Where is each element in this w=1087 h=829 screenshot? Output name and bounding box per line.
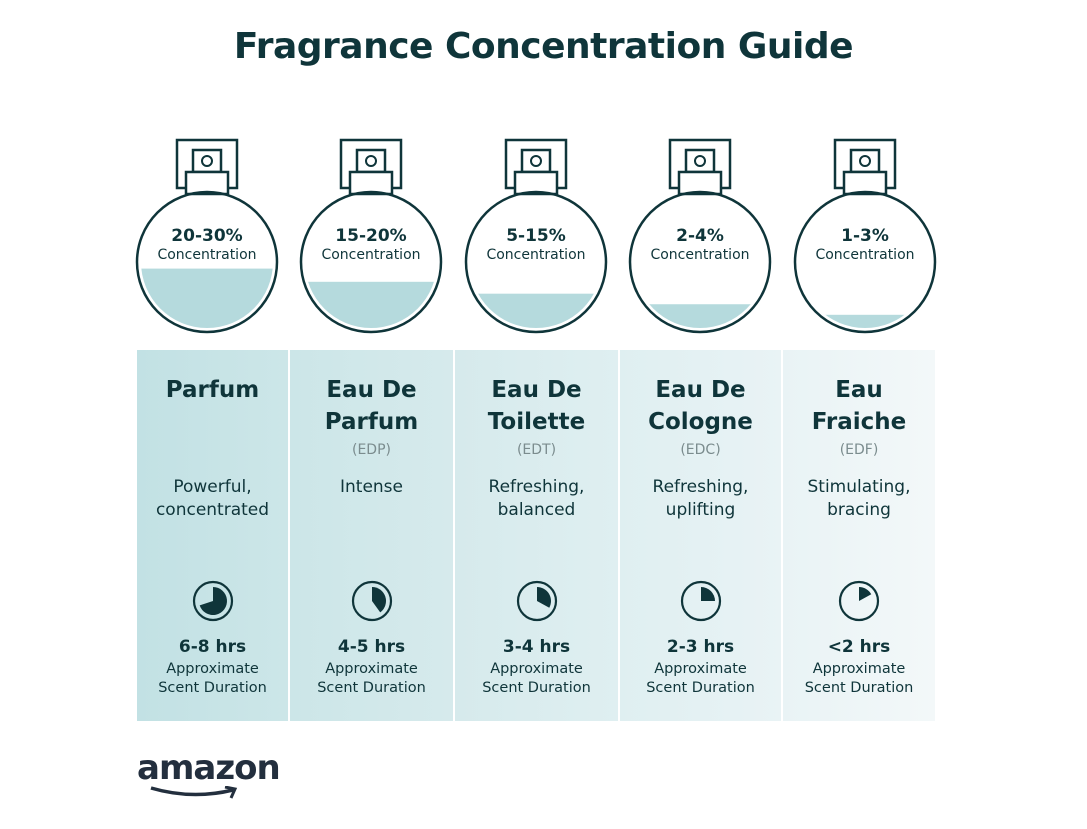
nozzle bbox=[520, 148, 552, 174]
scent-duration: 3-4 hrs bbox=[502, 637, 571, 657]
concentration-value: 5-15% bbox=[506, 226, 566, 246]
duration-label: Approximate Scent Duration bbox=[646, 661, 755, 696]
bottles-illustration: 20-30%Concentration15-20%Concentration5-… bbox=[135, 138, 937, 334]
concentration-label: Concentration bbox=[650, 247, 749, 263]
bottle-neck bbox=[677, 170, 723, 196]
scent-duration: 6-8 hrs bbox=[178, 637, 247, 657]
perfume-bottle: 2-4%Concentration bbox=[628, 138, 772, 334]
perfume-bottle: 5-15%Concentration bbox=[464, 138, 608, 334]
scent-duration: 2-3 hrs bbox=[666, 637, 735, 657]
fragrance-name: Parfum bbox=[165, 377, 260, 403]
fragrance-abbr: (EDC) bbox=[680, 442, 721, 458]
clock-icon bbox=[516, 580, 557, 622]
fragrance-description: Intense bbox=[339, 477, 403, 497]
duration-label: Approximate Scent Duration bbox=[158, 661, 267, 696]
nozzle bbox=[191, 148, 223, 174]
fragrance-column: Eau Fraiche (EDF) Stimulating, bracing <2 … bbox=[783, 350, 935, 721]
concentration-value: 2-4% bbox=[676, 226, 724, 246]
fragrance-abbr: (EDT) bbox=[516, 442, 557, 458]
liquid-fill bbox=[470, 293, 602, 328]
fragrance-description: Refreshing, uplifting bbox=[652, 477, 749, 520]
duration-label: Approximate Scent Duration bbox=[317, 661, 426, 696]
concentration-value: 15-20% bbox=[335, 226, 406, 246]
concentration-value: 20-30% bbox=[171, 226, 242, 246]
bottle-body bbox=[299, 190, 443, 334]
clock-icon bbox=[192, 580, 233, 622]
fragrance-name: Eau De Parfum bbox=[324, 377, 419, 435]
bottle-body bbox=[464, 190, 608, 334]
clock-icon bbox=[351, 580, 392, 622]
fragrance-abbr: (EDP) bbox=[352, 442, 391, 458]
clock-icon bbox=[838, 580, 880, 622]
clock-icon bbox=[680, 580, 721, 622]
page-title: Fragrance Concentration Guide bbox=[233, 26, 854, 67]
fragrance-description: Stimulating, bracing bbox=[807, 477, 911, 520]
duration-label: Approximate Scent Duration bbox=[482, 661, 591, 696]
fragrance-name: Eau De Toilette bbox=[487, 377, 586, 435]
liquid-fill bbox=[141, 268, 273, 328]
bottle-neck bbox=[842, 170, 888, 196]
fragrance-name: Eau De Cologne bbox=[648, 377, 753, 435]
fragrance-column: Parfum Powerful, concentrated 6-8 hrs App… bbox=[137, 350, 288, 721]
scent-duration: 4-5 hrs bbox=[337, 637, 406, 657]
nozzle bbox=[849, 148, 881, 174]
fragrance-column: Eau De Cologne (EDC) Refreshing, uplifting… bbox=[620, 350, 781, 721]
perfume-bottle: 1-3%Concentration bbox=[793, 138, 937, 334]
concentration-label: Concentration bbox=[486, 247, 585, 263]
fragrance-column: Eau De Parfum (EDP) Intense 4-5 hrs Appro… bbox=[290, 350, 453, 721]
fragrance-description: Powerful, concentrated bbox=[155, 477, 270, 520]
nozzle bbox=[684, 148, 716, 174]
fragrance-column: Eau De Toilette (EDT) Refreshing, balanced… bbox=[455, 350, 618, 721]
bottle-neck bbox=[348, 170, 394, 196]
fragrance-abbr: (EDF) bbox=[839, 442, 879, 458]
nozzle bbox=[355, 148, 387, 174]
perfume-bottle: 20-30%Concentration bbox=[135, 138, 279, 334]
perfume-bottle: 15-20%Concentration bbox=[299, 138, 443, 334]
concentration-label: Concentration bbox=[815, 247, 914, 263]
bottle-body bbox=[793, 190, 937, 334]
duration-label: Approximate Scent Duration bbox=[804, 661, 914, 696]
fragrance-description: Refreshing, balanced bbox=[488, 477, 585, 520]
concentration-value: 1-3% bbox=[841, 226, 889, 246]
bottle-neck bbox=[513, 170, 559, 196]
bottle-body bbox=[135, 190, 279, 334]
fragrance-name: Eau Fraiche bbox=[811, 377, 907, 435]
bottle-body bbox=[628, 190, 772, 334]
concentration-label: Concentration bbox=[321, 247, 420, 263]
scent-duration: <2 hrs bbox=[827, 637, 891, 657]
concentration-label: Concentration bbox=[157, 247, 256, 263]
bottle-neck bbox=[184, 170, 230, 196]
amazon-logo: amazon bbox=[137, 748, 281, 799]
liquid-fill bbox=[799, 314, 931, 328]
